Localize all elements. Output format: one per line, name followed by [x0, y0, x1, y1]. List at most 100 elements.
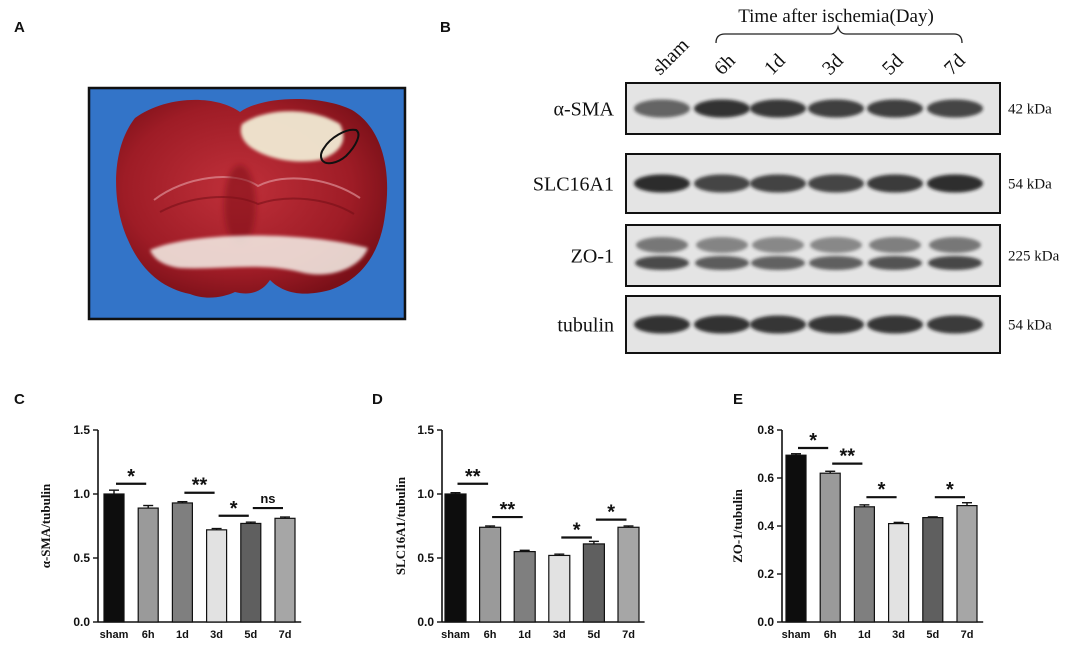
bar-1d [513, 550, 536, 623]
bar-charts: 0.0 0.5 1.0 1.5 α-SMA/tubulin sham 6h 1d 3d 5d 7d *… [38, 423, 984, 641]
bar-6h [819, 472, 841, 623]
band [927, 315, 983, 334]
x-tick-label: 1d [518, 629, 531, 641]
band [808, 315, 864, 334]
band [867, 174, 923, 193]
panel-letter-c: C [14, 391, 25, 408]
kda-label: 54 kDa [1008, 318, 1052, 334]
protein-label: ZO-1 [571, 246, 614, 268]
protein-label: SLC16A1 [533, 174, 614, 196]
time-bracket [715, 24, 963, 44]
peri-infarct-outline [319, 128, 360, 165]
lane-label-6h: 6h [710, 50, 740, 80]
time-after-ischemia-label: Time after ischemia(Day) [738, 6, 934, 27]
y-tick-label: 0.2 [757, 567, 774, 581]
band [636, 237, 688, 253]
x-tick-label: sham [100, 629, 129, 641]
western-blot: Time after ischemia(Day) sham 6h 1d 3d 5d 7d α-… [533, 6, 1060, 354]
band [750, 174, 806, 193]
bar-sham [785, 454, 807, 623]
x-tick-label: 3d [553, 629, 566, 641]
bar-5d [240, 522, 262, 623]
protein-label: tubulin [557, 315, 614, 337]
band [868, 256, 922, 270]
x-tick-label: 3d [210, 629, 223, 641]
bar-1d [171, 502, 193, 623]
band [927, 99, 983, 118]
significance-label: ** [840, 446, 856, 468]
y-tick-label: 1.5 [73, 423, 90, 437]
y-tick-label: 0.0 [417, 615, 434, 629]
band [750, 315, 806, 334]
infarct-area [240, 111, 344, 162]
x-tick-label: 7d [622, 629, 635, 641]
significance-label: * [946, 479, 954, 501]
y-tick-label: 0.0 [757, 615, 774, 629]
band [927, 174, 983, 193]
panel-letter-d: D [372, 391, 383, 408]
band [634, 99, 690, 118]
bar-3d [887, 522, 910, 623]
bar-3d [548, 554, 571, 623]
significance-label: * [230, 498, 238, 520]
x-tick-label: 7d [961, 629, 974, 641]
band [867, 99, 923, 118]
y-axis-label: α-SMA/tubulin [38, 483, 53, 568]
brain-slice-photo [87, 86, 407, 321]
x-tick-label: sham [782, 629, 811, 641]
y-tick-label: 0.5 [73, 551, 90, 565]
band [750, 99, 806, 118]
midline-region [224, 165, 256, 245]
y-axis-label: ZO-1/tubulin [730, 488, 745, 562]
kda-label: 54 kDa [1008, 177, 1052, 193]
panel-letter-a: A [14, 19, 25, 36]
bar-6h [479, 526, 502, 623]
x-tick-label: 5d [244, 629, 257, 641]
bar-7d [274, 517, 296, 623]
chart-d: 0.0 0.5 1.0 1.5 SLC16A1/tubulin sham 6h 1d 3d 5d 7… [393, 423, 645, 641]
bar-7d [956, 505, 978, 623]
y-tick-label: 0.6 [757, 471, 774, 485]
y-axis-label: SLC16A1/tubulin [393, 476, 408, 575]
x-tick-label: sham [441, 629, 470, 641]
significance-label: ns [260, 491, 275, 506]
y-tick-label: 1.5 [417, 423, 434, 437]
x-tick-label: 5d [587, 629, 600, 641]
band [810, 237, 862, 253]
significance-label: * [573, 520, 581, 542]
bar-3d [206, 529, 228, 623]
x-tick-label: 7d [279, 629, 292, 641]
significance-label: * [809, 430, 817, 452]
significance-label: ** [192, 475, 208, 497]
y-tick-label: 0.0 [73, 615, 90, 629]
brain-fold-line [159, 196, 355, 215]
x-tick-label: 6h [824, 629, 837, 641]
significance-label: ** [500, 499, 516, 521]
bar-5d [582, 543, 606, 623]
bar-1d [853, 506, 876, 623]
band [635, 256, 689, 270]
y-tick-label: 1.0 [417, 487, 434, 501]
significance-label: * [127, 466, 135, 488]
lane-label-sham: sham [648, 34, 694, 80]
band [808, 174, 864, 193]
significance-label: * [607, 502, 615, 524]
bar-sham [103, 493, 125, 623]
chart-e: 0.0 0.2 0.4 0.6 0.8 ZO-1/tubulin sham 6h 1d 3d 5d 7… [730, 423, 984, 641]
significance-label: * [878, 479, 886, 501]
band [867, 315, 923, 334]
band [695, 256, 749, 270]
x-tick-label: 3d [892, 629, 905, 641]
significance-label: ** [465, 466, 481, 488]
x-tick-label: 5d [926, 629, 939, 641]
kda-label: 225 kDa [1008, 249, 1060, 265]
band [809, 256, 863, 270]
band [752, 237, 804, 253]
band [694, 315, 750, 334]
lane-label-3d: 3d [818, 50, 848, 80]
x-tick-label: 1d [858, 629, 871, 641]
y-tick-label: 0.8 [757, 423, 774, 437]
panel-letter-e: E [733, 391, 743, 408]
band [634, 174, 690, 193]
